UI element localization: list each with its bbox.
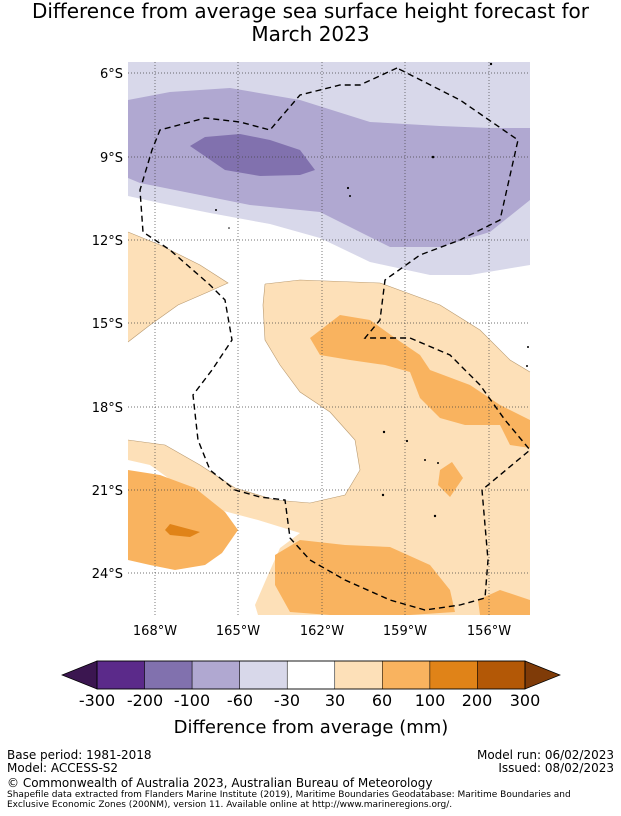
contour-pos60-southwest bbox=[128, 470, 238, 570]
colorbar-cells bbox=[96, 660, 526, 690]
colorbar-min-arrow bbox=[61, 660, 98, 690]
chart-title-line1: Difference from average sea surface heig… bbox=[31, 0, 590, 23]
issued-date: Issued: 08/02/2023 bbox=[498, 761, 614, 775]
colorbar-cell bbox=[286, 660, 336, 690]
contour-pos100-southwest bbox=[165, 524, 200, 537]
lon-tick: 162°W bbox=[300, 624, 344, 639]
colorbar-label: -300 bbox=[79, 691, 115, 710]
lon-tick: 159°W bbox=[383, 624, 427, 639]
contour-pos60-southeast bbox=[478, 590, 530, 615]
contour-pos30-west bbox=[128, 232, 228, 342]
colorbar-cell bbox=[96, 660, 145, 690]
contour-pos60-central bbox=[310, 315, 530, 448]
shapefile-credit-line1: Shapefile data extracted from Flanders M… bbox=[7, 790, 571, 800]
colorbar-cell bbox=[239, 660, 288, 690]
colorbar-label: 60 bbox=[372, 691, 392, 710]
colorbar-cell bbox=[334, 660, 383, 690]
lat-tick: 6°S bbox=[100, 67, 123, 82]
copyright: © Commonwealth of Australia 2023, Austra… bbox=[7, 776, 433, 790]
colorbar-title: Difference from average (mm) bbox=[174, 717, 449, 738]
lat-tick: 24°S bbox=[92, 567, 123, 582]
colorbar-max-arrow bbox=[524, 660, 561, 690]
lat-tick: 9°S bbox=[100, 151, 123, 166]
map-panel bbox=[127, 62, 531, 615]
lon-tick: 156°W bbox=[467, 624, 511, 639]
base-period: Base period: 1981-2018 bbox=[7, 748, 152, 762]
colorbar-cell bbox=[191, 660, 240, 690]
contour-neg100 bbox=[190, 134, 315, 176]
colorbar-label: 200 bbox=[462, 691, 493, 710]
colorbar-cell bbox=[429, 660, 478, 690]
colorbar-label: 30 bbox=[325, 691, 345, 710]
colorbar-cell bbox=[477, 660, 526, 690]
latitude-axis: 6°S 9°S 12°S 15°S 18°S 21°S 24°S bbox=[92, 67, 123, 582]
colorbar-label: -30 bbox=[274, 691, 300, 710]
colorbar-cell bbox=[144, 660, 193, 690]
lat-tick: 21°S bbox=[92, 484, 123, 499]
colorbar-labels: -300 -200 -100 -60 -30 30 60 100 200 300 bbox=[79, 691, 540, 710]
contour-pos30-central bbox=[128, 280, 530, 615]
model-run: Model run: 06/02/2023 bbox=[476, 748, 614, 762]
colorbar-label: 300 bbox=[510, 691, 541, 710]
eez-boundary-cook-islands bbox=[139, 67, 531, 611]
shapefile-credit-line2: Exclusive Economic Zones (200NM), versio… bbox=[7, 800, 453, 810]
colorbar-cell bbox=[382, 660, 431, 690]
colorbar-label: -100 bbox=[174, 691, 210, 710]
islands bbox=[215, 62, 529, 518]
colorbar-label: 100 bbox=[415, 691, 446, 710]
colorbar-outline bbox=[96, 660, 526, 690]
colorbar-label: -200 bbox=[127, 691, 163, 710]
colorbar: -300 -200 -100 -60 -30 30 60 100 200 300… bbox=[61, 660, 561, 738]
lat-tick: 18°S bbox=[92, 401, 123, 416]
model-name: Model: ACCESS-S2 bbox=[7, 761, 119, 775]
contour-neg60 bbox=[128, 88, 530, 247]
lat-tick: 12°S bbox=[92, 234, 123, 249]
chart-title-line2: March 2023 bbox=[251, 22, 370, 46]
colorbar-label: -60 bbox=[227, 691, 253, 710]
longitude-axis: 168°W 165°W 162°W 159°W 156°W bbox=[133, 624, 511, 639]
lon-tick: 168°W bbox=[133, 624, 177, 639]
contour-pos60-east-patch bbox=[438, 462, 463, 497]
lat-tick: 15°S bbox=[92, 317, 123, 332]
lon-tick: 165°W bbox=[216, 624, 260, 639]
contour-pos60-south bbox=[275, 540, 455, 615]
